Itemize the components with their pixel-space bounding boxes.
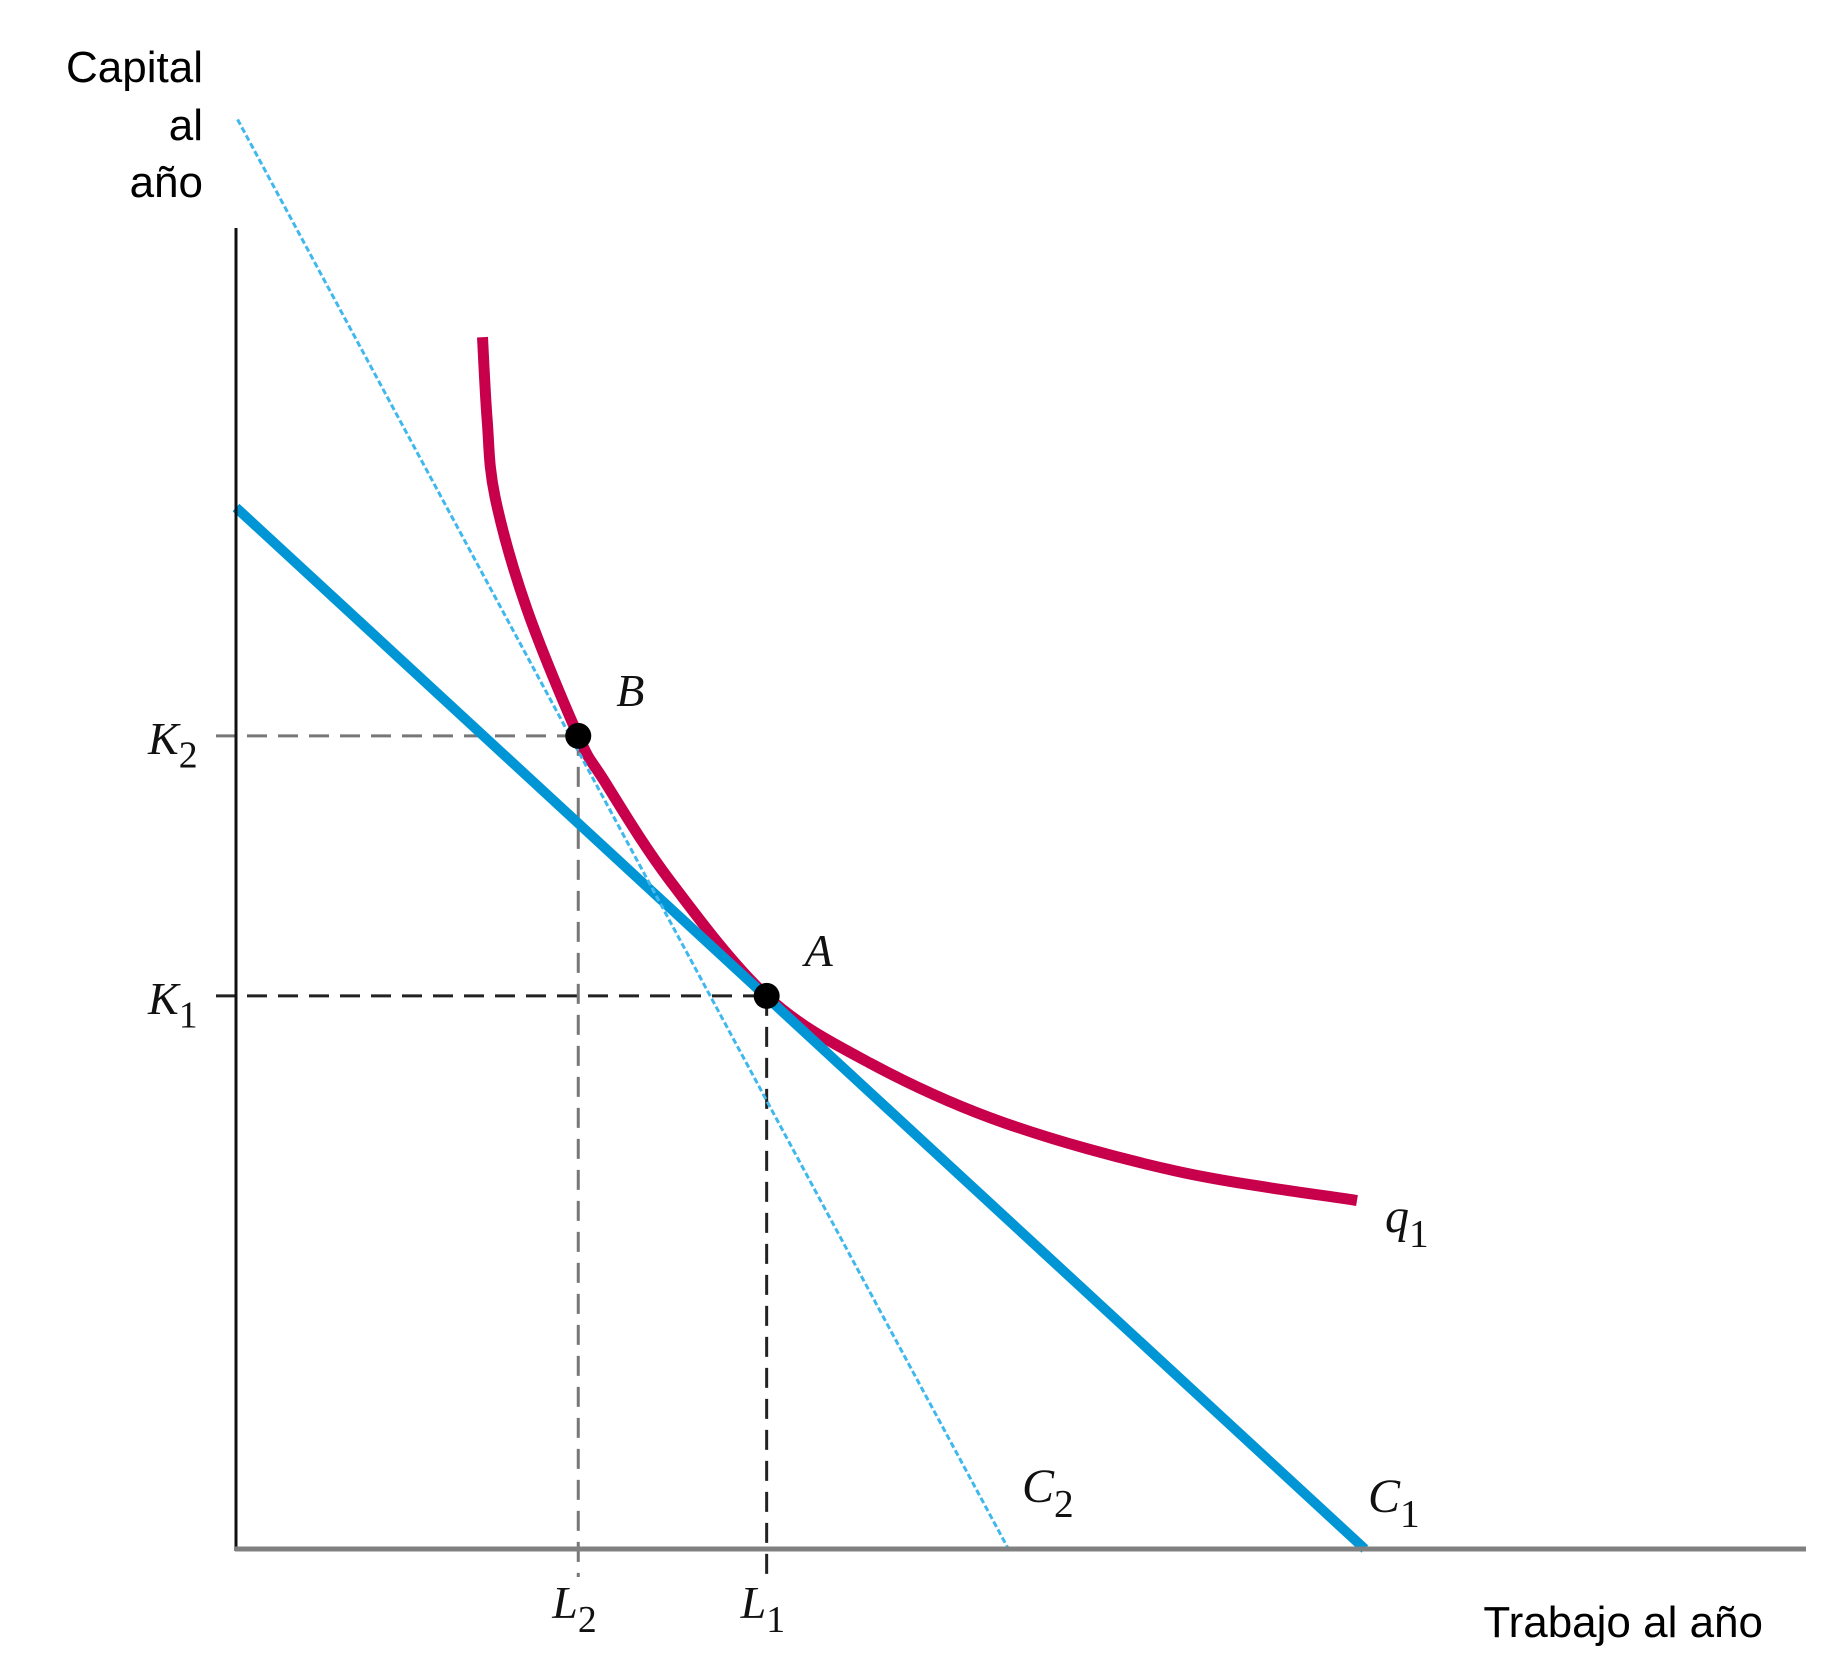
series-line-C2	[236, 118, 1010, 1550]
point-label-A: A	[802, 925, 834, 976]
series-label-q1-subscript: 1	[1409, 1211, 1429, 1255]
series-label-C2-subscript: 2	[1054, 1481, 1074, 1525]
series-label-C2: C2	[1022, 1460, 1074, 1525]
series-label-C2-main: C	[1022, 1460, 1055, 1513]
series-label-C1: C1	[1368, 1470, 1420, 1535]
series-label-C1-main: C	[1368, 1470, 1401, 1523]
y-tick-label-K1-subscript: 1	[179, 995, 198, 1037]
series-label-q1: q1	[1385, 1190, 1429, 1255]
x-tick-label-L2: L2	[551, 1577, 596, 1641]
series-lines	[232, 118, 1369, 1553]
y-axis-label-line-3: año	[130, 158, 203, 207]
y-axis-label-line-1: Capital	[66, 43, 203, 92]
point-A	[753, 982, 780, 1009]
x-axis-label: Trabajo al año	[1483, 1598, 1763, 1647]
x-tick-label-L1-subscript: 1	[766, 1599, 785, 1641]
series-line-q1	[476, 336, 1358, 1206]
y-tick-label-K1: K1	[147, 973, 198, 1037]
series-label-q1-main: q	[1385, 1190, 1409, 1243]
y-tick-label-K1-main: K	[147, 973, 181, 1024]
x-tick-label-L2-main: L	[551, 1577, 578, 1628]
y-tick-label-K2-main: K	[147, 713, 181, 764]
y-tick-label-K2-subscript: 2	[179, 735, 198, 777]
x-tick-label-L2-subscript: 2	[578, 1599, 597, 1641]
point-B	[565, 722, 592, 749]
series-label-C1-subscript: 1	[1400, 1491, 1420, 1535]
point-label-B: B	[616, 665, 644, 716]
point-marks	[565, 722, 780, 1009]
x-tick-label-L1-main: L	[740, 1577, 767, 1628]
series-line-C1	[232, 503, 1369, 1553]
x-tick-label-L1: L1	[740, 1577, 785, 1641]
guide-lines	[216, 734, 769, 1577]
axes	[234, 228, 1806, 1552]
y-axis-label-line-2: al	[169, 101, 203, 150]
y-tick-label-K2: K2	[147, 713, 198, 777]
